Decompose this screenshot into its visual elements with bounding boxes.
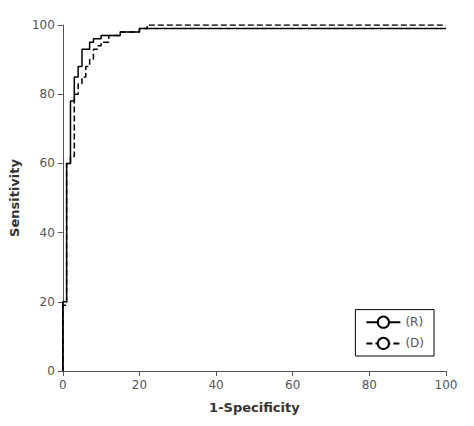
svg-text:80: 80 xyxy=(362,378,377,392)
svg-text:40: 40 xyxy=(40,226,55,240)
svg-text:20: 20 xyxy=(132,378,147,392)
svg-text:Sensitivity: Sensitivity xyxy=(7,159,22,237)
svg-text:0: 0 xyxy=(47,364,55,378)
svg-text:(D): (D) xyxy=(405,336,424,350)
svg-text:40: 40 xyxy=(208,378,223,392)
svg-text:80: 80 xyxy=(40,87,55,101)
svg-text:60: 60 xyxy=(285,378,300,392)
svg-text:20: 20 xyxy=(40,295,55,309)
svg-text:100: 100 xyxy=(32,18,55,32)
svg-text:(R): (R) xyxy=(405,315,423,329)
svg-text:1-Specificity: 1-Specificity xyxy=(209,400,300,415)
svg-text:100: 100 xyxy=(435,378,458,392)
svg-text:0: 0 xyxy=(59,378,67,392)
svg-text:60: 60 xyxy=(40,156,55,170)
